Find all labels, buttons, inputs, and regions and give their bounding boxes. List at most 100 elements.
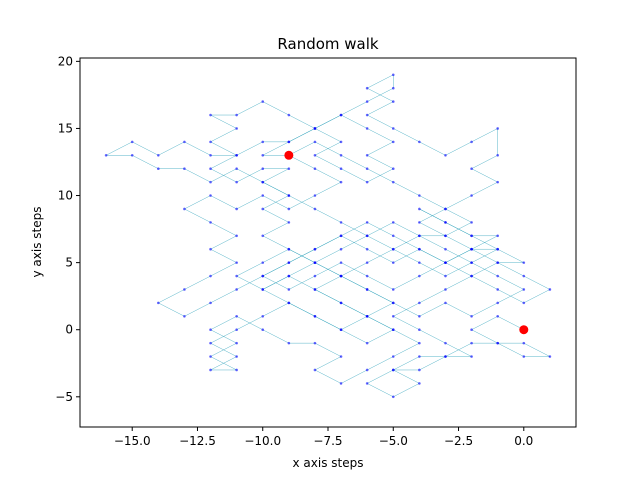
walk-segment <box>210 114 237 129</box>
walk-point <box>313 288 317 291</box>
walk-point <box>365 221 369 224</box>
walk-point <box>235 341 238 345</box>
walk-segment <box>132 141 159 156</box>
walk-point <box>391 328 395 332</box>
walk-segment <box>367 248 394 263</box>
walk-segment <box>262 329 289 344</box>
walk-point <box>313 153 317 157</box>
walk-segment <box>184 168 211 183</box>
walk-segment <box>210 356 237 371</box>
walk-point <box>418 247 421 251</box>
walk-point <box>391 368 395 372</box>
walk-point <box>209 113 212 117</box>
walk-point <box>287 207 291 211</box>
walk-segment <box>340 114 368 129</box>
walk-segment <box>445 141 472 156</box>
walk-point <box>339 355 343 358</box>
walk-point <box>418 207 421 211</box>
walk-point <box>209 221 212 224</box>
walk-segment <box>393 248 420 263</box>
walk-segment <box>262 181 289 196</box>
walk-point <box>365 86 369 90</box>
walk-point <box>444 234 447 238</box>
walk-point <box>209 355 212 358</box>
walk-point <box>313 274 317 278</box>
walk-point <box>313 368 317 372</box>
walk-point <box>496 180 499 184</box>
walk-point <box>496 127 499 130</box>
walk-point <box>365 382 369 385</box>
walk-segment <box>262 222 289 237</box>
walk-point <box>548 355 552 358</box>
walk-segment <box>262 208 289 223</box>
plot-area <box>104 73 552 399</box>
walk-segment <box>158 302 185 317</box>
walk-point <box>287 194 291 197</box>
walk-segment <box>367 222 394 237</box>
walk-point <box>365 274 369 278</box>
walk-segment <box>236 195 263 210</box>
walk-segment <box>236 141 263 156</box>
walk-point <box>496 315 499 318</box>
walk-point <box>365 368 369 372</box>
walk-point <box>235 328 238 332</box>
walk-segment <box>210 155 237 169</box>
walk-point <box>339 180 343 184</box>
walk-point <box>365 113 369 117</box>
walk-segment <box>340 302 368 317</box>
walk-point <box>365 315 369 318</box>
walk-segment <box>288 302 316 317</box>
y-tick-label: 5 <box>65 256 73 270</box>
walk-segment <box>393 235 420 250</box>
walk-segment <box>497 248 524 263</box>
walk-segment <box>393 369 420 384</box>
walk-segment <box>419 262 446 277</box>
walk-segment <box>314 316 342 330</box>
walk-point <box>391 261 395 264</box>
walk-segment <box>262 302 289 317</box>
walk-segment <box>314 262 342 277</box>
walk-segment <box>393 302 420 317</box>
walk-point <box>391 140 395 144</box>
walk-point <box>287 261 291 264</box>
walk-point <box>418 221 421 224</box>
walk-point <box>418 368 421 372</box>
y-tick-label: 0 <box>65 323 73 337</box>
walk-point <box>313 261 317 264</box>
walk-segment <box>262 248 289 263</box>
walk-segment <box>314 235 342 250</box>
walk-point <box>496 247 499 251</box>
walk-point <box>418 140 421 144</box>
walk-segment <box>497 275 524 290</box>
walk-point <box>235 180 238 184</box>
walk-point <box>391 395 395 399</box>
walk-point <box>261 234 265 238</box>
walk-point <box>444 261 447 264</box>
walk-segment <box>445 302 472 317</box>
walk-point <box>287 288 291 291</box>
end-point-marker <box>284 150 294 160</box>
walk-segment <box>105 141 133 156</box>
walk-point <box>209 140 212 144</box>
walk-segment <box>419 141 446 156</box>
walk-segment <box>471 316 498 330</box>
y-axis-ticks: −5 0 5 10 15 20 <box>55 54 80 404</box>
walk-point <box>287 301 291 305</box>
walk-segment <box>367 289 394 304</box>
walk-segment <box>445 235 472 250</box>
walk-point <box>365 153 369 157</box>
walk-point <box>391 355 395 358</box>
walk-segment <box>367 168 394 183</box>
walk-segment <box>471 302 498 317</box>
walk-point <box>235 207 238 211</box>
walk-point <box>391 180 395 184</box>
walk-point <box>287 113 291 117</box>
walk-point <box>391 315 395 318</box>
walk-segment <box>314 248 342 263</box>
walk-point <box>157 167 160 170</box>
walk-segment <box>367 369 394 384</box>
walk-path <box>105 74 551 398</box>
x-tick-label: −12.5 <box>179 434 216 448</box>
walk-point <box>183 288 186 291</box>
walk-point <box>209 341 212 345</box>
